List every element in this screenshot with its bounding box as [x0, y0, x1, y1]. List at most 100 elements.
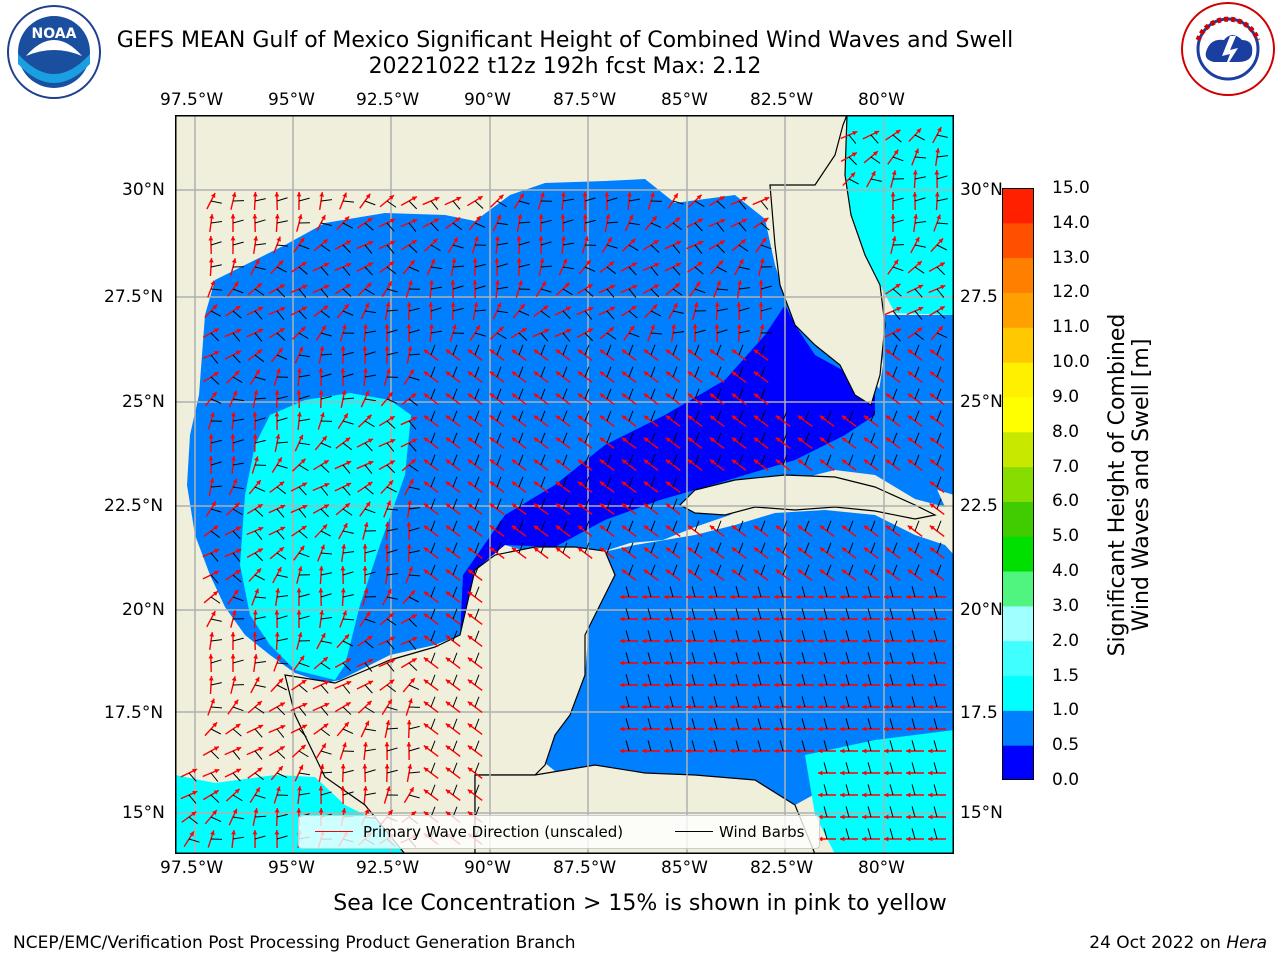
wave-arrow-head [577, 525, 583, 531]
wind-barb [210, 552, 219, 562]
wind-barb [845, 696, 850, 708]
wave-arrow-head [929, 547, 935, 553]
wind-barb [694, 454, 700, 466]
wave-arrow-head [445, 393, 451, 399]
colorbar-tick-label: 4.0 [1052, 561, 1080, 582]
wave-arrow-head [301, 679, 307, 685]
wind-barb [628, 332, 640, 338]
wave-arrow-head [642, 726, 647, 732]
wave-arrow-head [884, 704, 889, 710]
wind-barb [845, 784, 850, 796]
wave-arrow-head [231, 830, 236, 835]
wave-arrow-head [231, 456, 236, 461]
wind-barb [562, 198, 574, 202]
wind-barb [672, 288, 683, 296]
wind-barb [298, 615, 310, 620]
wind-barb [408, 550, 420, 554]
wind-barb [232, 706, 244, 712]
wave-arrow-head [686, 704, 691, 710]
wave-arrow-head [676, 240, 682, 246]
wave-arrow-head [278, 547, 284, 552]
wave-arrow-head [719, 196, 725, 201]
wind-barb [364, 398, 376, 402]
wave-arrow-head [819, 547, 825, 553]
wind-barb [760, 222, 770, 231]
wave-arrow-head [714, 324, 720, 329]
wind-barb [210, 659, 222, 664]
wave-arrow-head [318, 390, 324, 395]
wind-barb [496, 520, 502, 532]
wave-arrow-head [254, 588, 259, 594]
wind-barb [364, 200, 376, 206]
wave-arrow-head [344, 722, 349, 728]
wave-arrow-head [467, 437, 473, 443]
wind-barb [232, 596, 244, 602]
wind-barb [408, 376, 420, 381]
wave-arrow-head [731, 459, 737, 465]
wave-arrow-head [389, 416, 395, 421]
wave-arrow-head [643, 459, 649, 465]
wind-barb [892, 388, 898, 400]
wave-arrow-head [906, 594, 911, 600]
wave-arrow-head [819, 437, 825, 443]
wind-barb [430, 586, 436, 598]
wave-arrow-head [758, 280, 764, 285]
wave-arrow-head [621, 547, 627, 553]
wave-arrow-head [752, 704, 757, 710]
wave-arrow-head [709, 459, 715, 465]
wind-barb [452, 244, 464, 249]
wind-barb [430, 542, 436, 554]
wind-barb [232, 332, 241, 342]
wind-barb [364, 618, 376, 624]
wave-arrow-head [632, 284, 638, 290]
wind-barb [760, 366, 766, 378]
wave-arrow-head [906, 814, 911, 820]
wave-arrow-head [709, 569, 715, 575]
wind-barb [364, 486, 374, 495]
wave-arrow-head [938, 238, 944, 244]
wind-barb [474, 344, 480, 356]
wave-arrow-head [555, 415, 561, 421]
wave-arrow-head [232, 478, 238, 484]
wind-barb [408, 596, 420, 603]
wave-arrow-head [533, 349, 539, 355]
wave-arrow-head [654, 262, 660, 268]
colorbar-swatch [1002, 396, 1034, 433]
lon-tick-top: 90°W [464, 90, 511, 110]
wave-arrow-head [752, 748, 757, 754]
wind-barb [232, 836, 244, 840]
lat-tick-right: 17.5 [960, 703, 998, 723]
wind-barb [386, 200, 397, 208]
wind-barb [848, 454, 854, 466]
wind-barb [760, 432, 766, 444]
wind-barb [650, 266, 659, 276]
wind-barb [474, 762, 480, 774]
wave-arrow-head [696, 194, 702, 200]
legend-barb-line [675, 831, 713, 832]
wind-barb [452, 344, 458, 356]
wave-arrow-head [862, 770, 867, 776]
wave-arrow-head [346, 680, 352, 686]
wind-barb [625, 652, 630, 664]
wind-barb [254, 332, 263, 342]
wind-barb [320, 353, 333, 356]
wind-barb [672, 200, 684, 205]
wind-barb [584, 310, 593, 320]
wave-arrow-head [918, 306, 924, 312]
colorbar-swatch [1002, 640, 1034, 677]
wave-arrow-head [473, 302, 479, 307]
wind-barb [298, 288, 307, 298]
wind-barb [276, 595, 288, 598]
wave-arrow-head [209, 632, 215, 637]
wave-arrow-head [362, 764, 368, 769]
wind-barb [298, 750, 309, 758]
wind-barb [254, 198, 266, 202]
wave-arrow-head [736, 324, 742, 329]
wave-arrow-head [541, 281, 546, 287]
wind-barb [628, 432, 634, 444]
wind-barb [210, 682, 222, 686]
wind-barb [408, 222, 417, 232]
wave-arrow-head [511, 437, 517, 443]
wind-barb [650, 366, 656, 378]
wind-barb [650, 542, 656, 554]
